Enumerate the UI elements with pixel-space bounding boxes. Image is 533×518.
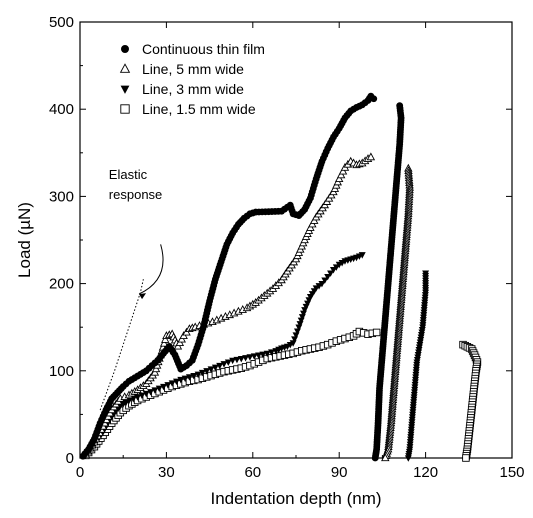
series-0 [79, 92, 405, 462]
legend-label: Line, 1.5 mm wide [142, 101, 256, 117]
data-point [366, 152, 376, 161]
annotation-label: response [109, 187, 162, 202]
data-point [155, 385, 163, 393]
x-tick-labels: 0 30 60 90 120 150 [76, 464, 525, 481]
data-point [237, 355, 245, 363]
legend-marker [119, 63, 131, 73]
data-point [177, 376, 185, 384]
data-point [138, 392, 146, 400]
legend-marker [121, 45, 129, 53]
data-point [259, 351, 267, 359]
annotation-arrow [138, 244, 164, 295]
x-axis-title: Indentation depth (nm) [210, 489, 381, 508]
data-point [381, 453, 390, 462]
data-point [168, 380, 176, 387]
data-point [161, 335, 170, 343]
data-point [194, 371, 202, 379]
annotations: Elastic response [109, 167, 164, 300]
legend-marker [120, 85, 130, 94]
legend-label: Continuous thin film [142, 41, 265, 57]
data-point [318, 280, 326, 288]
x-tick-label: 120 [413, 464, 438, 481]
legend-label: Line, 5 mm wide [142, 61, 244, 77]
data-point [190, 372, 198, 380]
x-tick-label: 60 [244, 464, 261, 481]
data-point [233, 356, 241, 364]
data-point [207, 366, 215, 373]
y-tick-label: 0 [66, 450, 74, 467]
data-point [324, 273, 332, 281]
data-point [334, 174, 344, 183]
y-axis-title: Load (µN) [15, 202, 34, 278]
data-point [216, 362, 224, 370]
axis-ticks [79, 21, 513, 459]
data-point [211, 364, 219, 372]
data-point [370, 95, 378, 103]
data-point [159, 338, 169, 347]
data-point [404, 455, 412, 462]
elastic-response-line [99, 279, 144, 411]
data-point [327, 270, 335, 277]
data-point [160, 383, 167, 391]
data-point [181, 375, 189, 383]
y-tick-label: 200 [49, 276, 74, 293]
annotation-label: Elastic [109, 167, 148, 182]
x-tick-label: 0 [76, 464, 84, 481]
data-point [268, 349, 275, 356]
data-point [134, 394, 142, 401]
data-point [255, 352, 263, 359]
x-tick-label: 90 [331, 464, 348, 481]
data-point [198, 369, 206, 377]
y-tick-label: 500 [49, 14, 74, 31]
x-tick-label: 30 [158, 464, 175, 481]
data-point [185, 374, 193, 381]
y-tick-label: 300 [49, 188, 74, 205]
data-point [338, 166, 348, 175]
annotation-arrowhead [139, 293, 147, 300]
data-point [151, 387, 159, 394]
data-point [173, 378, 180, 386]
data-point [224, 359, 232, 366]
data-point [371, 454, 379, 462]
data-point [242, 355, 250, 362]
data-point [229, 357, 237, 365]
y-tick-label: 100 [49, 363, 74, 380]
data-point [250, 353, 258, 360]
data-point [220, 361, 228, 368]
data-point [203, 368, 211, 375]
data-point [462, 454, 470, 462]
data-point [358, 252, 366, 259]
legend-label: Line, 3 mm wide [142, 81, 244, 97]
x-tick-label: 150 [499, 464, 524, 481]
data-point [321, 277, 329, 284]
data-point [246, 354, 254, 361]
elastic-response-line [99, 279, 144, 411]
series-markers [79, 92, 482, 462]
data-point [147, 389, 155, 396]
data-point [336, 170, 346, 179]
data-point [164, 382, 172, 389]
legend-marker [120, 104, 130, 114]
y-tick-label: 400 [49, 101, 74, 118]
data-point [263, 350, 271, 358]
y-tick-labels: 0 100 200 300 400 500 [49, 14, 74, 467]
legend: Continuous thin film Line, 5 mm wide Line,… [119, 41, 265, 117]
data-point [372, 328, 381, 337]
data-point [142, 390, 150, 398]
